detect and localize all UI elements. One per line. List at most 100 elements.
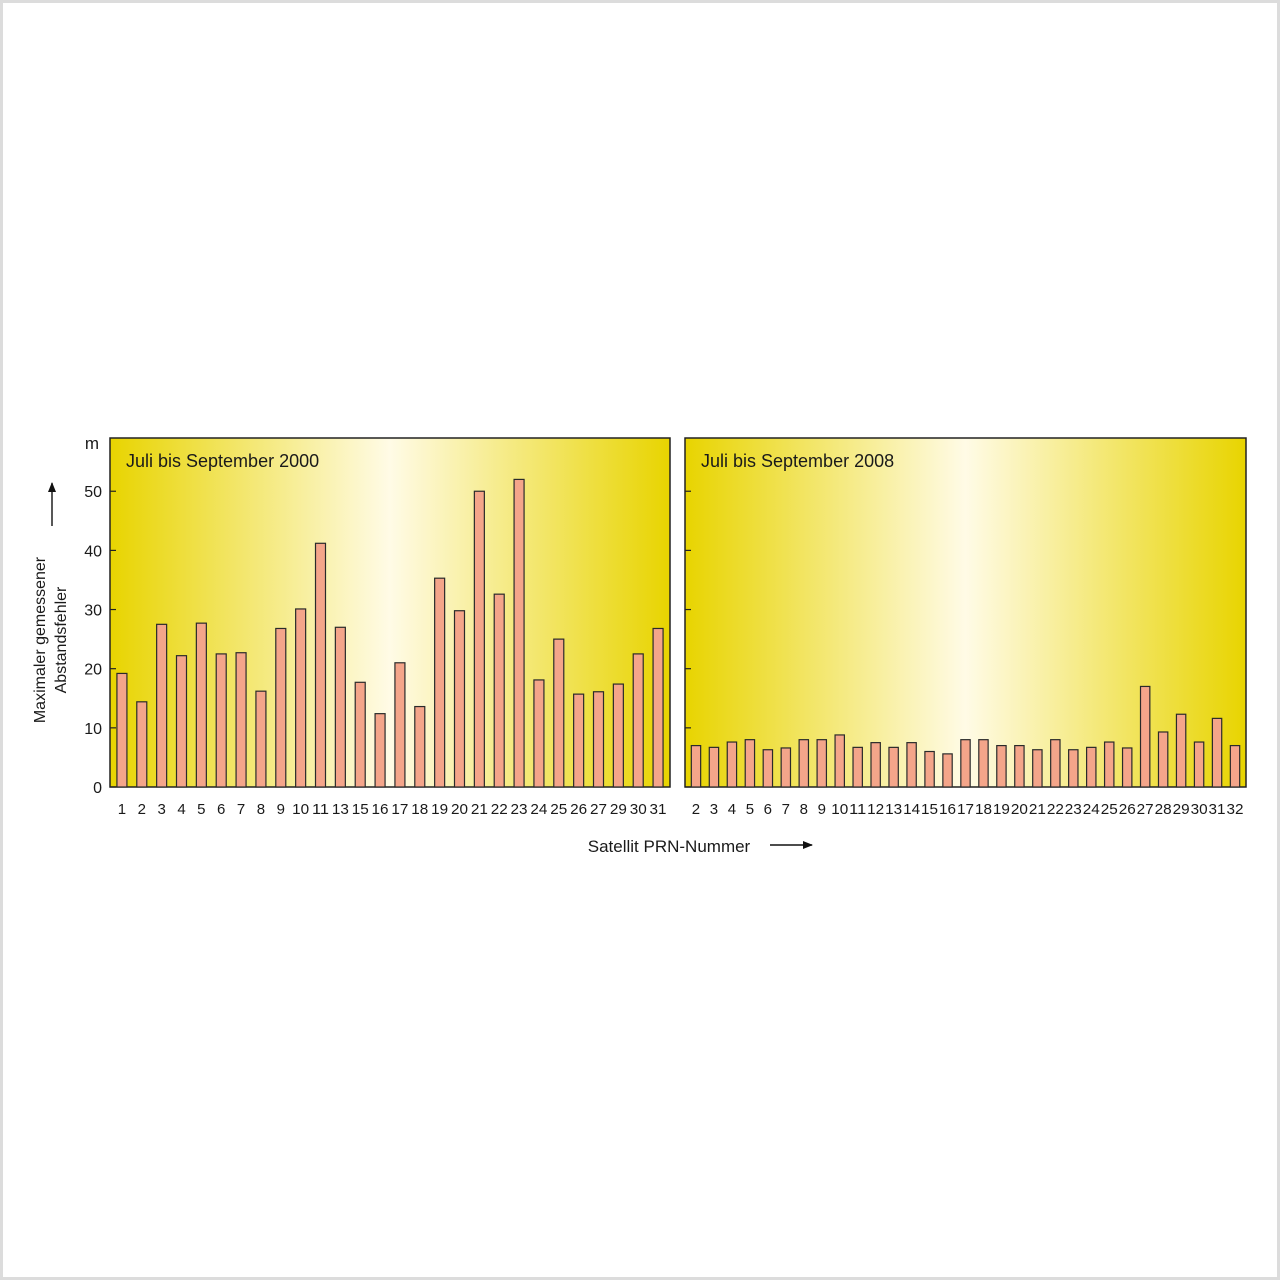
x-tick-label: 6 [217, 801, 225, 818]
bar [960, 739, 971, 788]
bar [195, 622, 207, 788]
bar [1014, 744, 1025, 788]
x-tick-label: 25 [1101, 801, 1118, 818]
bar [834, 734, 845, 788]
bar [816, 739, 828, 788]
bar [924, 750, 935, 788]
x-tick-label: 17 [957, 801, 974, 818]
x-tick-label: 3 [157, 801, 165, 818]
bar [1086, 746, 1097, 788]
y-tick-label: 0 [93, 780, 102, 797]
x-tick-label: 2 [138, 801, 146, 818]
x-tick-label: 7 [782, 801, 790, 818]
x-tick-label: 25 [550, 801, 567, 818]
bar [1211, 717, 1223, 788]
x-tick-label: 16 [939, 801, 956, 818]
x-axis-label: Satellit PRN-Nummer [588, 837, 751, 856]
x-tick-label: 26 [570, 801, 587, 818]
bar [996, 744, 1007, 788]
bar [1103, 741, 1115, 788]
bar [533, 679, 545, 788]
x-tick-label: 4 [177, 801, 185, 818]
x-tick-label: 12 [867, 801, 884, 818]
bar [690, 744, 702, 788]
y-axis-label-line2: Abstandsfehler [53, 586, 70, 693]
x-tick-label: 16 [372, 801, 389, 818]
x-tick-label: 21 [1029, 801, 1046, 818]
x-tick-label: 21 [471, 801, 488, 818]
bar [762, 749, 774, 788]
x-tick-label: 13 [885, 801, 902, 818]
x-tick-label: 18 [975, 801, 992, 818]
bar [780, 747, 792, 788]
bar [573, 693, 585, 788]
x-tick-label: 19 [993, 801, 1010, 818]
x-tick-label: 28 [1155, 801, 1172, 818]
bar [136, 701, 148, 788]
bar [652, 627, 664, 788]
bar [215, 653, 227, 788]
bar [592, 691, 605, 788]
chart-panel-2: 2 3 4 5 6 7 8 9 10 11 12 13 14 15 16 17 18 19 20 21 22 23 24 25… [684, 437, 1247, 818]
bar [888, 746, 899, 788]
bar [295, 608, 307, 788]
bar [255, 690, 267, 788]
bar [1032, 749, 1043, 788]
plot-area [109, 437, 671, 788]
x-tick-label: 5 [197, 801, 205, 818]
x-tick-label: 27 [590, 801, 607, 818]
x-tick-label: 20 [451, 801, 468, 818]
x-tick-label: 31 [650, 801, 667, 818]
bar [235, 652, 247, 788]
y-tick-label: 10 [84, 721, 102, 738]
bar [978, 739, 989, 788]
x-tick-label: 15 [352, 801, 369, 818]
x-tick-label: 9 [277, 801, 285, 818]
x-tick-label: 29 [1173, 801, 1190, 818]
x-tick-label: 30 [630, 801, 647, 818]
x-tick-label: 11 [849, 801, 866, 818]
bar [434, 577, 446, 788]
x-tick-label: 22 [491, 801, 508, 818]
chart-title: Juli bis September 2008 [701, 451, 894, 471]
bar [744, 739, 756, 788]
x-tick-label: 23 [1065, 801, 1082, 818]
x-tick-label: 1 [118, 801, 126, 818]
bar [156, 623, 168, 788]
bar [513, 478, 525, 788]
bar [1139, 685, 1151, 788]
x-tick-label: 4 [728, 801, 736, 818]
bar [453, 610, 466, 788]
bar [942, 753, 953, 788]
x-tick-label: 9 [818, 801, 826, 818]
x-tick-label: 19 [431, 801, 448, 818]
bar [1157, 731, 1169, 788]
x-tick-label: 11 [312, 801, 329, 818]
x-tick-label: 3 [710, 801, 718, 818]
bar [374, 713, 386, 788]
bar [1050, 739, 1061, 788]
bar [870, 742, 881, 788]
x-tick-label: 32 [1227, 801, 1244, 818]
y-tick-label: 40 [84, 543, 102, 560]
y-tick-label: 20 [84, 662, 102, 679]
x-tick-label: 8 [800, 801, 808, 818]
bar [493, 593, 505, 788]
bar [852, 746, 863, 788]
x-tick-label: 24 [1083, 801, 1100, 818]
bar [394, 662, 406, 788]
x-tick-label: 8 [257, 801, 265, 818]
y-tick-label: 30 [84, 603, 102, 620]
x-tick-label: 30 [1191, 801, 1208, 818]
bar [334, 626, 346, 788]
x-tick-label: 5 [746, 801, 754, 818]
plot-area [684, 437, 1247, 788]
bar [354, 681, 366, 788]
x-tick-label: 29 [610, 801, 627, 818]
bar [414, 705, 426, 788]
bar [553, 638, 565, 788]
chart-title: Juli bis September 2000 [126, 451, 319, 471]
x-tick-label: 23 [511, 801, 528, 818]
